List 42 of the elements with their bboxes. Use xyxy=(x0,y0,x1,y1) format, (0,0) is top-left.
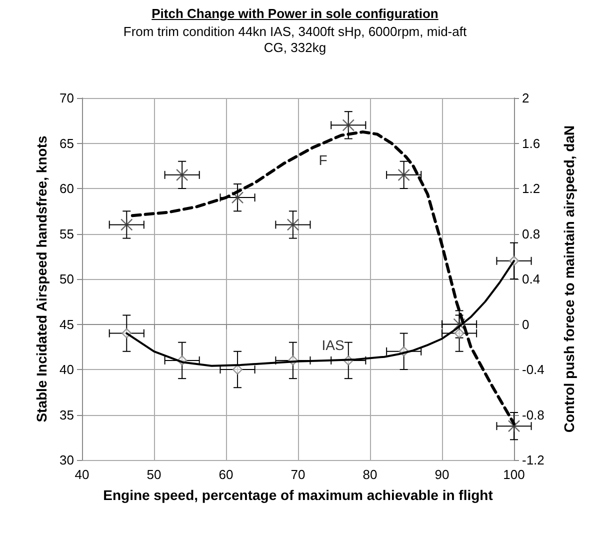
y2-tick-label: -0.8 xyxy=(522,407,544,422)
y2-tick-label: 0.8 xyxy=(522,226,540,242)
chart-subtitle: From trim condition 44kn IAS, 3400ft sHp, 6000rpm, mid-aft CG, 332kg xyxy=(122,24,468,56)
annotation: IAS xyxy=(322,337,344,353)
y-tick-label: 30 xyxy=(60,452,74,468)
x-tick-label: 60 xyxy=(218,467,234,482)
y2-tick-label: -1.2 xyxy=(522,452,544,468)
y-tick-label: 35 xyxy=(60,407,74,422)
y2-tick-label: 2 xyxy=(522,90,530,106)
point xyxy=(342,119,354,132)
x-tick-label: 100 xyxy=(503,467,525,482)
point xyxy=(453,318,466,330)
point xyxy=(120,218,133,231)
y-tick-label: 50 xyxy=(60,272,74,286)
y-tick-label: 70 xyxy=(60,90,74,106)
y-tick-label: 40 xyxy=(60,362,74,377)
point xyxy=(232,364,243,375)
y2-tick-label: 1.2 xyxy=(522,181,540,196)
x-tick-label: 50 xyxy=(146,467,162,482)
annotation: F xyxy=(318,152,328,168)
chart-title: Pitch Change with Power in sole configuration xyxy=(150,6,440,21)
x-tick-label: 40 xyxy=(74,467,90,482)
point xyxy=(286,218,300,231)
point xyxy=(508,420,520,432)
y-tick-label: 45 xyxy=(60,316,74,332)
point xyxy=(231,191,244,204)
y2-tick-label: 0 xyxy=(522,316,530,332)
y2-axis-title: Control push forece to maintain airspeed, daN xyxy=(561,125,577,433)
y-tick-label: 55 xyxy=(60,226,74,242)
y-axis-title: Stable Incidated Airspeed handsfree, knots xyxy=(34,136,50,422)
x-tick-label: 80 xyxy=(362,467,378,482)
point xyxy=(398,168,410,182)
y-tick-label: 60 xyxy=(60,181,74,196)
x-tick-label: 70 xyxy=(290,467,306,482)
y2-tick-label: -0.4 xyxy=(522,362,544,377)
y-tick-label: 65 xyxy=(60,136,74,151)
point xyxy=(176,168,188,182)
x-tick-label: 90 xyxy=(434,467,450,482)
y2-tick-label: 0.4 xyxy=(522,272,540,286)
x-axis-title: Engine speed, percentage of maximum achievable in flight xyxy=(103,487,494,503)
point xyxy=(454,328,464,338)
y2-tick-label: 1.6 xyxy=(522,136,540,151)
